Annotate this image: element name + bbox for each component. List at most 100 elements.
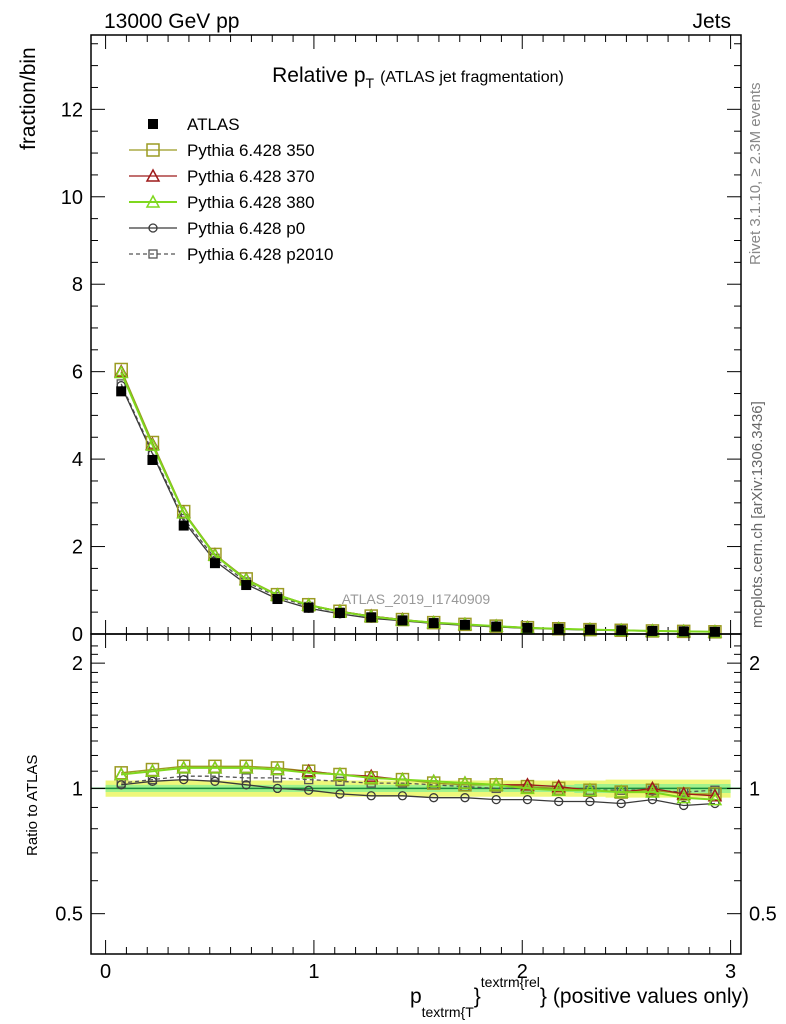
xlabel-sup: textrm{rel (481, 974, 540, 990)
main-point-atlas (397, 615, 408, 626)
main-point-atlas (709, 626, 720, 637)
main-ytick-label: 6 (72, 362, 83, 384)
ratio-point-p2010 (335, 776, 345, 786)
ratio-point-p350 (551, 781, 566, 796)
ratio-point-p370 (676, 786, 691, 800)
main-point-atlas (366, 612, 377, 623)
main-ytick-label: 12 (61, 99, 83, 121)
ratio-point-p0 (585, 796, 595, 807)
title-paren: (ATLAS jet fragmentation) (380, 69, 564, 86)
ratio-point-p370 (645, 780, 660, 795)
legend-item-p0: Pythia 6.428 p0 (129, 219, 305, 238)
xlabel-rest: (positive values only) (553, 985, 749, 1008)
ylabel-main: fraction/bin (17, 47, 40, 150)
ylabel-ratio: Ratio to ATLAS (24, 755, 41, 856)
ratio-line-p380 (121, 766, 716, 801)
main-point-atlas (522, 622, 533, 633)
xtick-label: 1 (308, 961, 319, 983)
ratio-point-p380 (301, 765, 316, 779)
rivet-label: Rivet 3.1.10, ≥ 2.3M events (747, 83, 764, 266)
ratio-point-p380 (707, 792, 723, 806)
xlabel: ptextrm{T}textrm{rel} (positive values on… (410, 974, 749, 1020)
legend-item-p370: Pythia 6.428 370 (129, 167, 315, 186)
main-axis-ticks: 0 2 4 6 8 10 12 (61, 35, 741, 646)
ratio-point-p0 (335, 789, 345, 799)
ratio-ytick-label-right: 0.5 (749, 904, 777, 926)
ratio-point-p350 (458, 778, 472, 792)
legend-label: Pythia 6.428 370 (187, 167, 315, 186)
ratio-point-p0 (116, 780, 126, 790)
main-point-atlas (334, 608, 345, 619)
ratio-point-p0 (429, 793, 439, 803)
xlabel-sub: textrm{T (422, 1004, 475, 1020)
main-ytick-label: 0 (72, 624, 83, 646)
ratio-point-p0 (147, 776, 158, 786)
ratio-point-p0 (304, 785, 314, 795)
legend-label: Pythia 6.428 p2010 (187, 245, 334, 264)
x-tick-labels: 0 1 2 3 (100, 961, 736, 983)
main-point-atlas (678, 626, 689, 637)
ratio-point-p0 (679, 800, 689, 811)
main-ytick-label: 2 (72, 537, 83, 559)
ratio-point-p0 (241, 780, 251, 790)
main-point-atlas (459, 619, 470, 630)
main-ytick-label: 10 (61, 187, 83, 209)
ratio-frame (90, 633, 742, 955)
legend-label: Pythia 6.428 380 (187, 193, 315, 212)
main-point-atlas (303, 602, 314, 613)
ratio-series-p0 (116, 774, 720, 811)
main-ytick-label: 4 (72, 449, 83, 471)
legend-item-p350: Pythia 6.428 350 (129, 141, 315, 160)
header-right: Jets (692, 10, 731, 33)
ratio-point-p370 (363, 768, 379, 782)
legend-marker (145, 168, 161, 182)
main-point-atlas (491, 621, 502, 632)
ratio-point-p0 (491, 794, 501, 805)
ratio-point-p370 (301, 763, 316, 777)
ratio-point-p370 (520, 777, 535, 791)
xtick-label: 3 (725, 961, 736, 983)
main-ytick-label: 8 (72, 274, 83, 296)
ratio-point-p380 (582, 782, 598, 796)
ratio-panel: 0.5 0.5 1 1 2 2 (55, 633, 777, 955)
title-sub: T (366, 75, 375, 91)
legend-item-p380: Pythia 6.428 380 (129, 193, 315, 212)
legend-label: Pythia 6.428 350 (187, 141, 315, 160)
xlabel-p: p (410, 985, 422, 1008)
ratio-point-p380 (676, 790, 691, 804)
ratio-point-p380 (145, 763, 160, 777)
ratio-ytick-label: 1 (72, 778, 83, 800)
ratio-point-p380 (332, 766, 348, 781)
ratio-point-p380 (613, 784, 629, 798)
ratio-point-p2010 (241, 773, 251, 783)
ratio-line-p0 (121, 778, 716, 807)
ratio-point-p370 (551, 779, 566, 793)
mcplots-label: mcplots.cern.ch [arXiv:1306.3436] (749, 401, 766, 628)
ratio-point-p0 (616, 798, 626, 809)
main-point-atlas (584, 624, 595, 635)
main-point-p350 (114, 362, 128, 377)
ratio-point-p350 (520, 779, 535, 794)
ratio-point-p380 (238, 760, 254, 774)
ratio-point-p380 (176, 760, 191, 774)
legend-item-atlas: ATLAS (148, 115, 240, 134)
plot-title: Relative pT (ATLAS jet fragmentation) (272, 64, 564, 91)
legend-marker (148, 249, 158, 259)
main-point-atlas (647, 625, 658, 636)
legend-marker (148, 223, 158, 233)
main-point-p380 (113, 364, 129, 379)
main-point-atlas (553, 623, 564, 634)
legend-marker (148, 119, 158, 129)
ratio-point-p380 (395, 772, 410, 786)
ratio-axis-ticks: 0.5 0.5 1 1 2 2 (55, 634, 777, 954)
main-point-atlas (616, 625, 627, 636)
ratio-series-p380 (113, 760, 723, 806)
ratio-point-p380 (520, 780, 535, 795)
legend-marker (146, 143, 160, 157)
legend-item-p2010: Pythia 6.428 p2010 (129, 245, 334, 264)
xlabel-brace1: } (474, 985, 481, 1008)
ratio-point-p380 (207, 760, 223, 774)
ratio-point-p0 (366, 791, 376, 801)
main-point-atlas (147, 454, 158, 465)
ratio-ytick-label: 2 (72, 653, 83, 675)
